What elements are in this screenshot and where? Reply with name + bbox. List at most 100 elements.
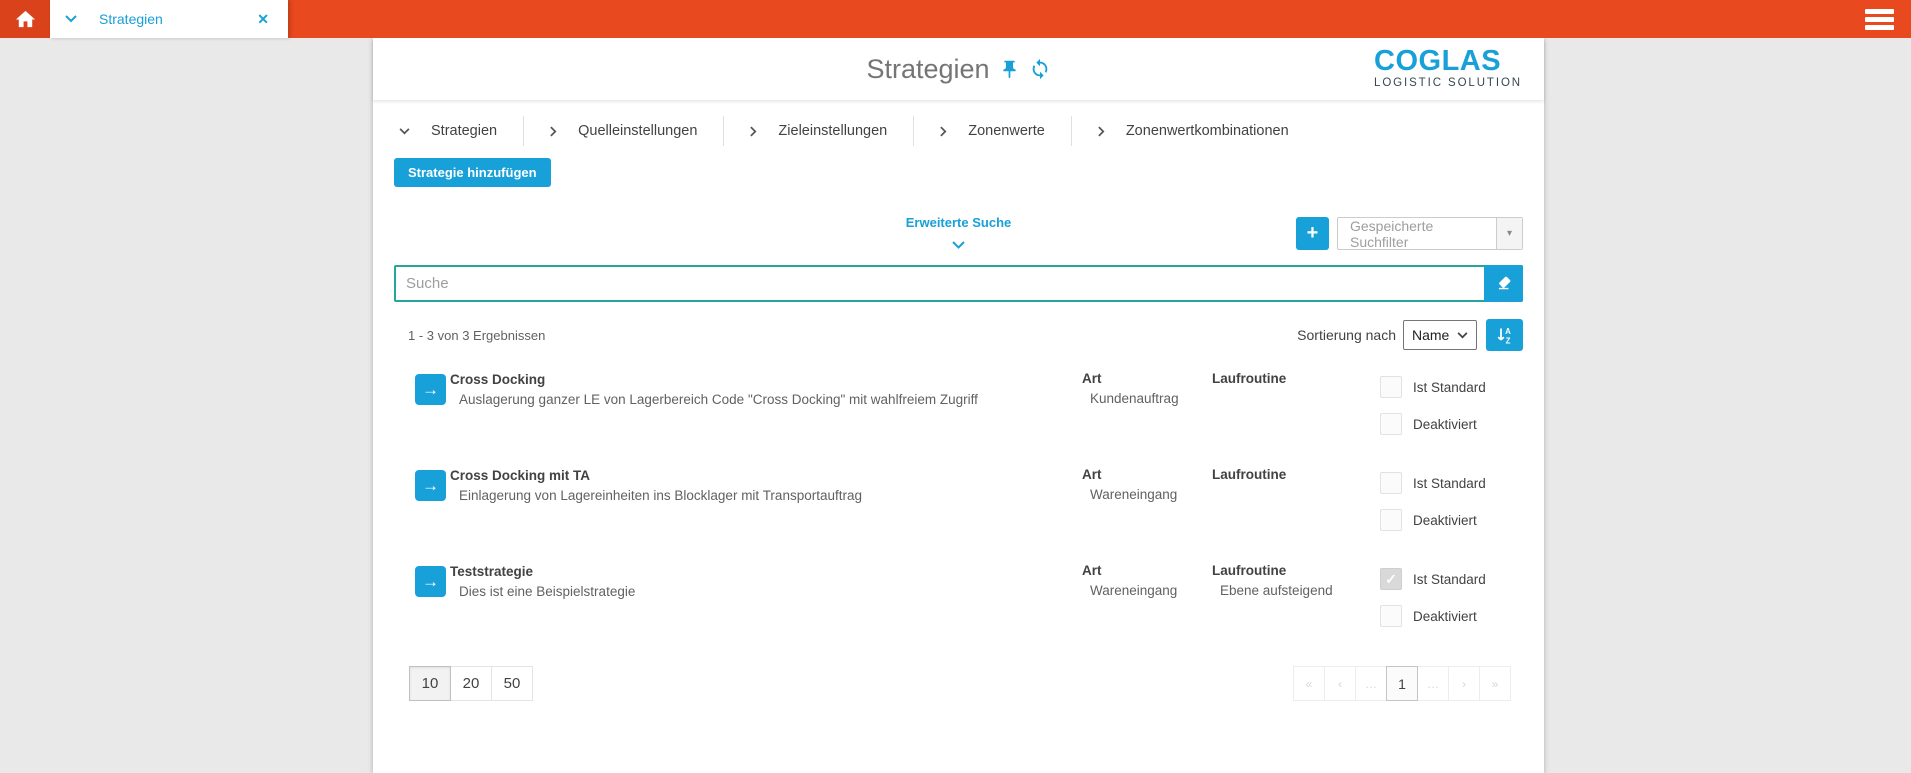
sort-direction-button[interactable]: A Z xyxy=(1486,319,1523,351)
section-tabs: Strategien Quelleinstellungen Zieleinste… xyxy=(394,116,1523,146)
chevron-right-icon xyxy=(750,126,757,137)
prev-page-button[interactable]: ‹ xyxy=(1324,666,1356,701)
strategy-list: → Cross Docking Auslagerung ganzer LE vo… xyxy=(394,364,1523,652)
search-input[interactable] xyxy=(394,265,1523,302)
tab-label: Zonenwerte xyxy=(968,123,1045,139)
ellipsis-right: … xyxy=(1417,666,1449,701)
refresh-icon xyxy=(1029,58,1051,80)
logo-tagline: LOGISTIC SOLUTION xyxy=(1374,77,1522,89)
ist-standard-checkbox-row: ✓ Ist Standard xyxy=(1380,568,1590,590)
main-card: Strategien COGLAS LOGISTIC SOLUTION xyxy=(373,38,1544,773)
home-icon xyxy=(14,8,37,31)
art-column-value: Wareneingang xyxy=(1090,583,1178,598)
logo-name: COGLAS xyxy=(1374,45,1502,77)
deaktiviert-checkbox[interactable] xyxy=(1380,605,1402,627)
ist-standard-checkbox[interactable] xyxy=(1380,472,1402,494)
page-size-group: 10 20 50 xyxy=(409,666,533,701)
art-column-value: Wareneingang xyxy=(1090,487,1178,502)
tab-quelleinstellungen[interactable]: Quelleinstellungen xyxy=(523,116,723,146)
tab-zonenwerte[interactable]: Zonenwerte xyxy=(913,116,1071,146)
strategy-title: Cross Docking xyxy=(450,372,546,387)
tab-label: Zieleinstellungen xyxy=(778,123,888,139)
page-size-20-button[interactable]: 20 xyxy=(450,666,492,701)
ist-standard-label: Ist Standard xyxy=(1413,379,1486,395)
list-item-cross-docking: → Cross Docking Auslagerung ganzer LE vo… xyxy=(394,364,1523,460)
deaktiviert-label: Deaktiviert xyxy=(1413,608,1477,624)
advanced-search-toggle[interactable]: Erweiterte Suche xyxy=(394,215,1523,249)
open-strategy-button[interactable]: → xyxy=(415,374,446,405)
ist-standard-checkbox[interactable] xyxy=(1380,376,1402,398)
add-filter-button[interactable]: + xyxy=(1296,217,1329,250)
card-header: Strategien COGLAS LOGISTIC SOLUTION xyxy=(373,38,1544,100)
strategy-title: Cross Docking mit TA xyxy=(450,468,591,483)
first-page-button[interactable]: « xyxy=(1293,666,1325,701)
art-column-header: Art xyxy=(1082,371,1102,386)
ist-standard-checkbox-checked[interactable]: ✓ xyxy=(1380,568,1402,590)
chevron-down-icon xyxy=(399,127,410,135)
last-page-button[interactable]: » xyxy=(1479,666,1511,701)
saved-filters-select[interactable]: Gespeicherte Suchfilter ▾ xyxy=(1337,217,1523,250)
page-size-10-button[interactable]: 10 xyxy=(409,666,451,701)
next-page-button[interactable]: › xyxy=(1448,666,1480,701)
search-section: Erweiterte Suche + Gespeicherte Suchfilt… xyxy=(394,213,1523,261)
chevron-right-icon xyxy=(1098,126,1105,137)
refresh-button[interactable] xyxy=(1029,58,1051,80)
svg-text:A: A xyxy=(1505,326,1511,335)
laufroutine-column-header: Laufroutine xyxy=(1212,371,1287,386)
top-bar: Strategien ✕ xyxy=(0,0,1911,38)
clear-search-button[interactable] xyxy=(1484,265,1523,302)
pin-button[interactable] xyxy=(999,59,1020,80)
sort-field-select[interactable]: Name xyxy=(1403,320,1477,350)
deaktiviert-label: Deaktiviert xyxy=(1413,512,1477,528)
open-strategy-button[interactable]: → xyxy=(415,470,446,501)
results-row: 1 - 3 von 3 Ergebnissen Sortierung nach … xyxy=(394,314,1523,356)
add-strategy-button[interactable]: Strategie hinzufügen xyxy=(394,158,551,187)
tab-label: Quelleinstellungen xyxy=(578,123,698,139)
list-item-cross-docking-mit-ta: → Cross Docking mit TA Einlagerung von L… xyxy=(394,460,1523,556)
menu-icon[interactable] xyxy=(1865,8,1894,30)
deaktiviert-checkbox[interactable] xyxy=(1380,413,1402,435)
strategy-title: Teststrategie xyxy=(450,564,534,579)
ellipsis-left: … xyxy=(1355,666,1387,701)
chevron-right-icon xyxy=(550,126,557,137)
strategy-description: Einlagerung von Lagereinheiten ins Block… xyxy=(459,488,862,503)
tab-strategien[interactable]: Strategien xyxy=(394,116,523,146)
pin-icon xyxy=(999,59,1020,80)
laufroutine-column-value xyxy=(1212,487,1372,503)
tab-label: Zonenwertkombinationen xyxy=(1125,123,1289,139)
coglas-logo: COGLAS LOGISTIC SOLUTION xyxy=(1374,45,1522,90)
art-column-header: Art xyxy=(1082,467,1102,482)
window-tab-label: Strategien xyxy=(99,11,163,27)
strategy-description: Auslagerung ganzer LE von Lagerbereich C… xyxy=(459,392,978,407)
saved-filters-group: + Gespeicherte Suchfilter ▾ xyxy=(1296,217,1523,250)
sort-alpha-icon: A Z xyxy=(1494,325,1515,346)
svg-text:Z: Z xyxy=(1506,336,1511,345)
laufroutine-column-value xyxy=(1212,391,1372,407)
laufroutine-column-value: Ebene aufsteigend xyxy=(1220,583,1333,598)
deaktiviert-checkbox-row: Deaktiviert xyxy=(1380,413,1590,435)
chevron-down-icon[interactable] xyxy=(65,15,77,23)
sort-field-value: Name xyxy=(1412,327,1450,343)
list-item-teststrategie: → Teststrategie Dies ist eine Beispielst… xyxy=(394,556,1523,652)
strategy-description: Dies ist eine Beispielstrategie xyxy=(459,584,636,599)
window-tab-strategien[interactable]: Strategien ✕ xyxy=(50,0,288,38)
tab-zieleinstellungen[interactable]: Zieleinstellungen xyxy=(723,116,913,146)
caret-down-icon[interactable]: ▾ xyxy=(1496,218,1522,249)
ist-standard-label: Ist Standard xyxy=(1413,571,1486,587)
deaktiviert-checkbox[interactable] xyxy=(1380,509,1402,531)
laufroutine-column-header: Laufroutine xyxy=(1212,467,1287,482)
chevron-down-icon xyxy=(1457,331,1468,339)
pagination: 10 20 50 « ‹ … 1 … › » xyxy=(394,666,1523,702)
art-column-value: Kundenauftrag xyxy=(1090,391,1179,406)
page-size-50-button[interactable]: 50 xyxy=(491,666,533,701)
deaktiviert-label: Deaktiviert xyxy=(1413,416,1477,432)
ist-standard-checkbox-row: Ist Standard xyxy=(1380,376,1590,398)
tab-zonenwertkombinationen[interactable]: Zonenwertkombinationen xyxy=(1070,116,1315,146)
page-1-button[interactable]: 1 xyxy=(1386,666,1418,701)
laufroutine-column-header: Laufroutine xyxy=(1212,563,1287,578)
sort-label: Sortierung nach xyxy=(1297,327,1396,343)
home-button[interactable] xyxy=(0,0,50,38)
open-strategy-button[interactable]: → xyxy=(415,566,446,597)
tab-close-icon[interactable]: ✕ xyxy=(257,10,269,27)
page-title: Strategien xyxy=(866,53,990,84)
